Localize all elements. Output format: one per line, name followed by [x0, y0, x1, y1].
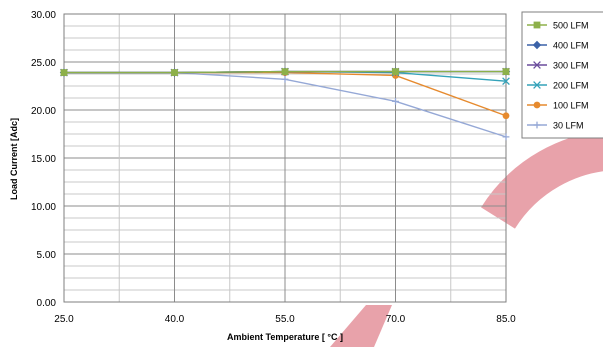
data-point-200-lfm [502, 77, 510, 86]
legend-label-100-lfm: 100 LFM [553, 101, 589, 111]
legend-item-500-lfm: 500 LFM [527, 21, 589, 31]
y-tick-label: 25.00 [31, 58, 56, 69]
plot-frame [63, 13, 507, 303]
legend-marker-100-lfm [533, 101, 541, 109]
series-500-lfm [60, 68, 510, 76]
legend-label-200-lfm: 200 LFM [553, 81, 589, 91]
y-tick-label: 5.00 [37, 250, 57, 261]
data-point-500-lfm [60, 69, 68, 76]
legend-marker-200-lfm [533, 81, 541, 89]
y-tick-label: 30.00 [31, 10, 56, 21]
legend-marker-30-lfm [533, 121, 541, 129]
x-tick-label: 70.0 [386, 314, 406, 325]
x-axis-title: Ambient Temperature [ °C ] [227, 332, 343, 342]
data-point-100-lfm [502, 112, 510, 120]
x-tick-label: 55.0 [275, 314, 295, 325]
legend-item-200-lfm: 200 LFM [527, 81, 589, 91]
data-point-30-lfm [502, 133, 510, 141]
x-tick-label: 40.0 [165, 314, 185, 325]
plot-grid [63, 13, 507, 303]
legend-marker-500-lfm [533, 21, 541, 29]
y-tick-label: 20.00 [31, 106, 56, 117]
data-point-30-lfm [281, 75, 289, 83]
legend-label-400-lfm: 400 LFM [553, 41, 589, 51]
legend-marker-300-lfm [533, 61, 541, 69]
y-tick-label: 0.00 [37, 298, 57, 309]
legend-item-100-lfm: 100 LFM [527, 101, 589, 111]
series-lines [59, 67, 511, 141]
legend-box [521, 11, 603, 139]
legend-marker-400-lfm [532, 40, 542, 50]
legend-item-30-lfm: 30 LFM [527, 121, 584, 131]
legend: 500 LFM 400 LFM 300 LFM 200 LFM 100 LFM 30 LF… [521, 11, 603, 139]
watermark-stroke [330, 305, 392, 347]
y-tick-label: 15.00 [31, 154, 56, 165]
data-point-500-lfm [171, 69, 178, 76]
x-tick-labels: 25.0 40.0 55.0 70.0 85.0 [54, 314, 516, 325]
data-point-500-lfm [502, 68, 510, 75]
data-point-500-lfm [392, 68, 399, 75]
data-point-30-lfm [392, 97, 399, 105]
legend-item-400-lfm: 400 LFM [527, 41, 589, 51]
data-point-500-lfm [281, 68, 289, 75]
plot-axes [63, 13, 507, 303]
legend-label-30-lfm: 30 LFM [553, 121, 584, 131]
watermark [330, 131, 603, 347]
watermark-arc [481, 131, 603, 230]
legend-label-500-lfm: 500 LFM [553, 21, 589, 31]
x-tick-label: 85.0 [496, 314, 516, 325]
y-axis-title: Load Current [Adc] [9, 118, 19, 200]
legend-item-300-lfm: 300 LFM [527, 61, 589, 71]
x-tick-label: 25.0 [54, 314, 74, 325]
y-tick-label: 10.00 [31, 202, 56, 213]
legend-label-300-lfm: 300 LFM [553, 61, 589, 71]
y-tick-labels: 0.00 5.00 10.00 15.00 20.00 25.00 30.00 [31, 10, 56, 309]
